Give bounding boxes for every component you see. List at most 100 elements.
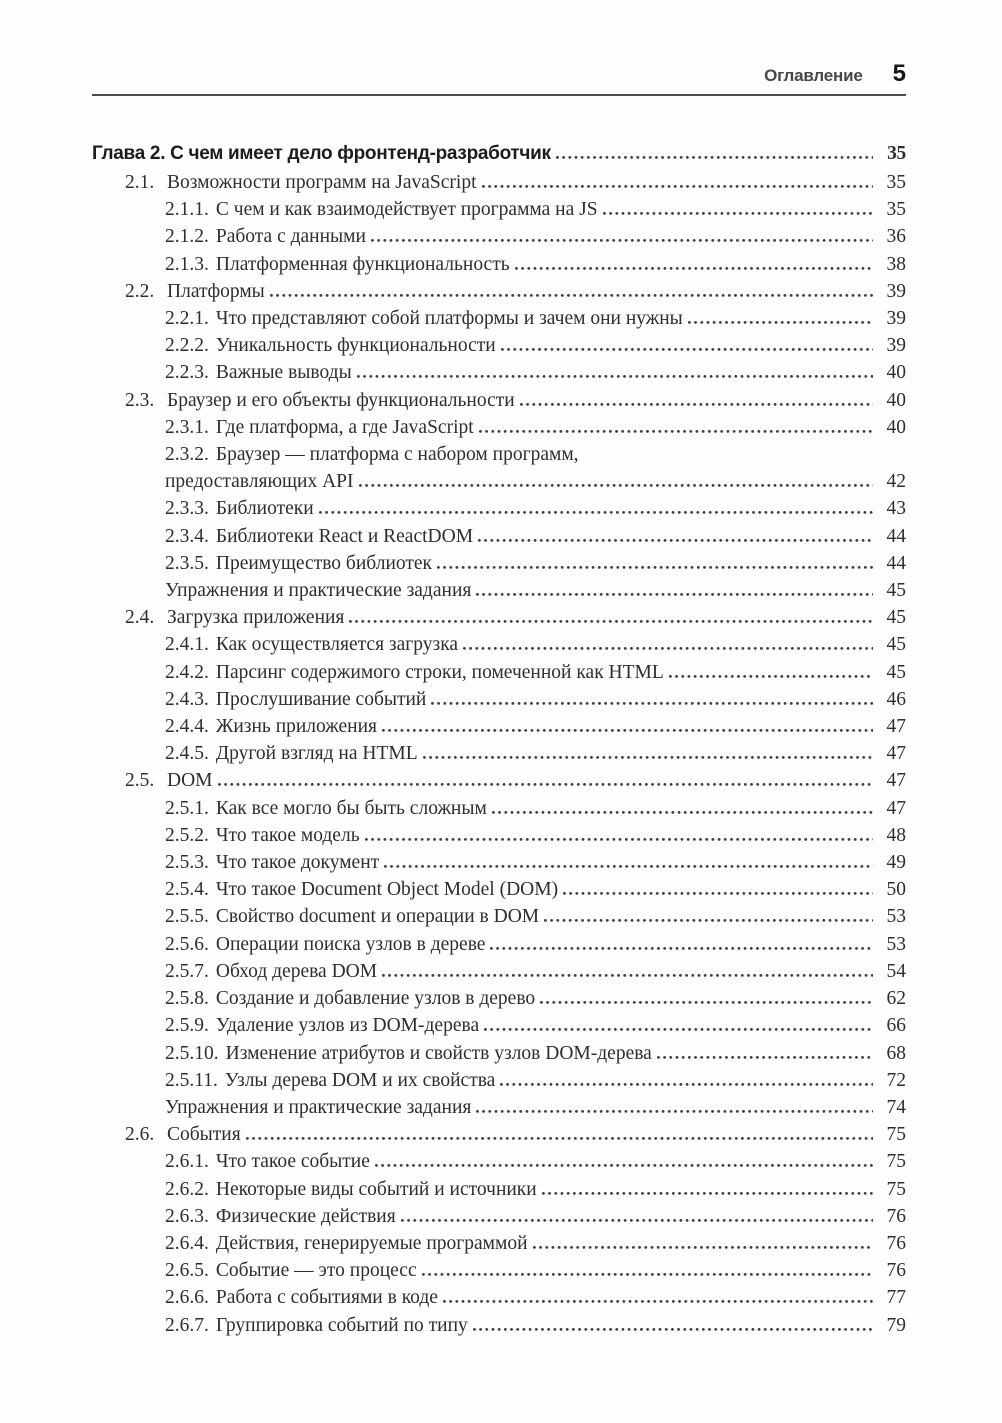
toc-entry-page: 74 bbox=[886, 1096, 907, 1118]
toc-entry-page: 47 bbox=[886, 770, 907, 792]
toc-entry: 2.5. DOM 47 bbox=[92, 767, 906, 794]
toc-entry-title: Жизнь приложения bbox=[215, 716, 378, 738]
toc-entry: 2.6.3. Физические действия 76 bbox=[92, 1203, 906, 1230]
toc-entry-page: 47 bbox=[886, 743, 907, 765]
toc-entry-title: Платформенная функциональность bbox=[215, 253, 510, 275]
toc-entry-page: 45 bbox=[886, 580, 907, 602]
dot-leader bbox=[374, 1164, 873, 1168]
toc-entry-number: 2.2. bbox=[125, 280, 155, 302]
toc-entry: 2.3.2. Браузер — платформа с набором про… bbox=[92, 441, 906, 468]
toc-entry-page: 44 bbox=[886, 552, 907, 574]
dot-leader bbox=[656, 1055, 873, 1059]
toc-entry-number: 2.5.6. bbox=[165, 933, 209, 955]
toc-entry-title: Где платформа, а где JavaScript bbox=[215, 416, 474, 438]
toc-entry: 2.1.3. Платформенная функциональность 38 bbox=[92, 251, 906, 278]
dot-leader bbox=[514, 266, 873, 270]
toc-entry: 2.4.1. Как осуществляется загрузка 45 bbox=[92, 631, 906, 658]
toc-entry-number: 2.5.1. bbox=[165, 797, 209, 819]
toc-entry-title: С чем и как взаимодействует программа на… bbox=[215, 199, 598, 221]
toc-entry: Глава 2. С чем имеет дело фронтенд-разра… bbox=[92, 139, 906, 169]
dot-leader bbox=[532, 1245, 873, 1249]
toc-entry-page: 77 bbox=[886, 1287, 907, 1309]
toc-entry: 2.1. Возможности программ на JavaScript … bbox=[92, 169, 906, 196]
toc-entry: 2.3.1. Где платформа, а где JavaScript 4… bbox=[92, 414, 906, 441]
toc-entry-page: 47 bbox=[886, 797, 907, 819]
toc-entry-number: 2.1. bbox=[125, 172, 155, 193]
toc-entry-page: 53 bbox=[886, 933, 907, 955]
toc-entry: 2.4.5. Другой взгляд на HTML 47 bbox=[92, 740, 906, 767]
toc-entry-page: 75 bbox=[886, 1178, 907, 1200]
toc-entry: 2.5.9. Удаление узлов из DOM-дерева 66 bbox=[92, 1012, 906, 1039]
toc-entry-title: Операции поиска узлов в дереве bbox=[215, 933, 486, 955]
dot-leader bbox=[358, 484, 873, 488]
toc-entry-number: 2.1.1. bbox=[165, 199, 209, 221]
toc-entry-page: 49 bbox=[886, 852, 907, 874]
toc-entry-page: 46 bbox=[886, 688, 907, 710]
dot-leader bbox=[540, 1001, 873, 1005]
toc-entry-number: 2.3.4. bbox=[165, 525, 209, 547]
toc-entry: 2.1.2. Работа с данными 36 bbox=[92, 223, 906, 250]
dot-leader bbox=[431, 701, 873, 705]
toc-entry: 2.4.4. Жизнь приложения 47 bbox=[92, 713, 906, 740]
toc-entry-title: Действия, генерируемые программой bbox=[215, 1232, 528, 1254]
toc-entry-number: 2.5.3. bbox=[165, 852, 209, 874]
toc-entry-title: Библиотеки bbox=[215, 498, 314, 520]
toc-entry: 2.4. Загрузка приложения 45 bbox=[92, 604, 906, 631]
toc-entry-page: 47 bbox=[886, 716, 907, 738]
toc-entry: 2.3.5. Преимущество библиотек 44 bbox=[92, 550, 906, 577]
dot-leader bbox=[519, 402, 873, 406]
toc-entry: 2.6.5. Событие — это процесс 76 bbox=[92, 1257, 906, 1284]
toc-entry: 2.3. Браузер и его объекты функционально… bbox=[92, 387, 906, 414]
toc-entry-title: Преимущество библиотек bbox=[215, 552, 433, 574]
dot-leader bbox=[544, 919, 873, 923]
toc-entry-number: 2.6.3. bbox=[165, 1205, 209, 1227]
toc-entry-title: Загрузка приложения bbox=[167, 607, 345, 629]
dot-leader bbox=[364, 837, 873, 841]
toc-entry: 2.4.2. Парсинг содержимого строки, помеч… bbox=[92, 659, 906, 686]
toc-entry-title: Работа с данными bbox=[215, 226, 366, 248]
toc-entry-page: 76 bbox=[886, 1260, 907, 1282]
dot-leader bbox=[602, 212, 873, 216]
running-title: Оглавление bbox=[764, 66, 863, 85]
dot-leader bbox=[421, 1273, 873, 1277]
toc-entry-number: 2.6. bbox=[125, 1124, 155, 1146]
toc-entry: 2.2. Платформы 39 bbox=[92, 278, 906, 305]
toc-entry-page: 45 bbox=[886, 661, 907, 683]
dot-leader bbox=[472, 1327, 873, 1331]
toc-entry: 2.5.4. Что такое Document Object Model (… bbox=[92, 876, 906, 903]
toc-entry-page: 75 bbox=[886, 1151, 907, 1173]
toc-entry: Упражнения и практические задания 74 bbox=[92, 1094, 906, 1121]
toc-entry: 2.5.5. Свойство document и операции в DO… bbox=[92, 903, 906, 930]
toc-entry-page: 76 bbox=[886, 1205, 907, 1227]
toc-entry-number: 2.4.2. bbox=[165, 661, 209, 683]
toc-entry-number: 2.5.7. bbox=[165, 960, 209, 982]
dot-leader bbox=[384, 865, 873, 869]
toc-entry-page: 39 bbox=[886, 280, 907, 302]
dot-leader bbox=[370, 239, 873, 243]
toc-entry-title: Что такое модель bbox=[215, 824, 360, 846]
toc-entry-number: 2.2.1. bbox=[165, 308, 209, 330]
dot-leader bbox=[563, 892, 873, 896]
toc-entry-title: Обход дерева DOM bbox=[215, 960, 378, 982]
toc-entry-page: 39 bbox=[886, 335, 907, 357]
toc-entry: 2.6. События 75 bbox=[92, 1121, 906, 1148]
toc-entry-number: 2.5.8. bbox=[165, 988, 209, 1010]
toc-entry: 2.5.1. Как все могло бы быть сложным 47 bbox=[92, 795, 906, 822]
toc-entry-number: 2.2.3. bbox=[165, 362, 209, 384]
dot-leader bbox=[463, 647, 873, 651]
toc-entry-title: Что представляют собой платформы и зачем… bbox=[215, 308, 683, 330]
toc-entry-title: Браузер — платформа с набором программ, bbox=[215, 444, 579, 466]
toc-entry-page: 48 bbox=[886, 824, 907, 846]
toc-entry: 2.4.3. Прослушивание событий 46 bbox=[92, 686, 906, 713]
toc-entry: 2.3.3. Библиотеки 43 bbox=[92, 495, 906, 522]
toc-entry-title: Как осуществляется загрузка bbox=[215, 634, 459, 656]
toc-entry: 2.5.11. Узлы дерева DOM и их свойства 72 bbox=[92, 1067, 906, 1094]
toc-entry-title: Что такое событие bbox=[215, 1151, 370, 1173]
dot-leader bbox=[500, 1082, 873, 1086]
toc-entry-title: Уникальность функциональности bbox=[215, 335, 496, 357]
toc-entry: 2.5.3. Что такое документ 49 bbox=[92, 849, 906, 876]
toc-entry-title: Свойство document и операции в DOM bbox=[215, 906, 540, 928]
toc-entry-page: 76 bbox=[886, 1232, 907, 1254]
toc-entry-page: 43 bbox=[886, 498, 907, 520]
